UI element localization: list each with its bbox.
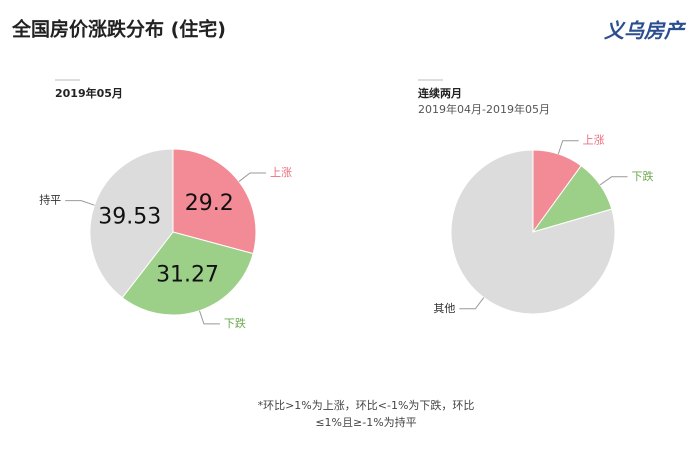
chart-title: 2019年05月 bbox=[55, 86, 123, 100]
value-label: 29.2 bbox=[185, 191, 234, 216]
leader-line bbox=[65, 200, 95, 206]
leader-line bbox=[238, 172, 267, 182]
leader-line bbox=[459, 297, 485, 310]
slice-label: 持平 bbox=[39, 193, 61, 207]
leader-line bbox=[198, 310, 220, 325]
page-title: 全国房价涨跌分布 (住宅) bbox=[11, 18, 226, 41]
leader-line bbox=[599, 176, 628, 186]
logo: 义乌房产 bbox=[604, 19, 687, 43]
footnote: *环比>1%为上涨，环比<-1%为下跌，环比 bbox=[258, 398, 475, 412]
footnote: ≤1%且≥-1%为持平 bbox=[315, 415, 416, 429]
value-label: 39.53 bbox=[98, 204, 161, 229]
slice-label: 上涨 bbox=[583, 134, 605, 147]
slice-label: 下跌 bbox=[632, 169, 654, 183]
chart-subtitle: 2019年04月-2019年05月 bbox=[418, 102, 550, 116]
slice-label: 下跌 bbox=[224, 316, 246, 330]
slice-label: 其他 bbox=[433, 302, 455, 315]
value-label: 31.27 bbox=[156, 262, 219, 287]
leader-line bbox=[557, 140, 579, 155]
pie-slice bbox=[172, 148, 257, 255]
chart-title: 连续两月 bbox=[418, 86, 462, 100]
slice-label: 上涨 bbox=[270, 166, 292, 179]
pie-slice bbox=[450, 149, 616, 315]
